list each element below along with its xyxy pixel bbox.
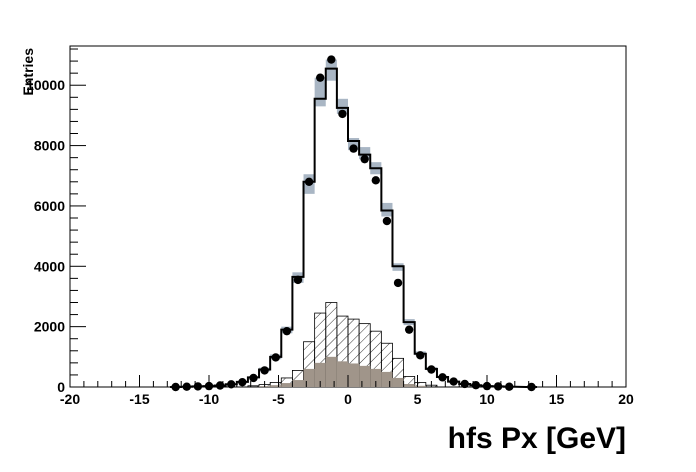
- data-point: [260, 366, 269, 375]
- data-point: [416, 351, 425, 360]
- data-point: [404, 325, 414, 334]
- x-tick-label: 20: [618, 391, 634, 407]
- uncertainty-band-rect: [314, 77, 326, 107]
- filled-component-bar: [370, 368, 382, 387]
- data-point: [282, 326, 292, 336]
- y-tick-label: 4000: [34, 258, 65, 274]
- data-point: [293, 275, 303, 285]
- filled-component-bar: [414, 385, 426, 387]
- y-tick-label: 6000: [34, 198, 65, 214]
- data-point: [193, 382, 203, 391]
- x-tick-label: 5: [414, 391, 422, 407]
- data-point: [360, 154, 369, 164]
- filled-component-bar: [336, 361, 348, 387]
- data-point: [438, 373, 447, 382]
- data-point: [505, 382, 514, 391]
- x-tick-label: -10: [199, 391, 219, 407]
- x-tick-label: -20: [60, 391, 80, 407]
- data-point: [460, 379, 469, 389]
- x-tick-label: -5: [272, 391, 285, 407]
- hatched-component-bar: [247, 385, 260, 388]
- filled-component-bar: [348, 363, 360, 387]
- data-point: [449, 377, 458, 386]
- data-point: [271, 353, 280, 362]
- data-point: [527, 382, 536, 392]
- x-tick-label: -15: [129, 391, 149, 407]
- filled-component-bar: [403, 383, 415, 387]
- data-point: [215, 381, 225, 390]
- data-point: [249, 373, 258, 383]
- uncertainty-band-rect: [348, 138, 360, 151]
- data-point: [393, 278, 403, 288]
- data-point: [471, 380, 481, 390]
- data-point: [493, 382, 503, 391]
- filled-component-bar: [314, 362, 326, 387]
- x-axis-title: hfs Px [GeV]: [448, 422, 626, 455]
- data-points-layer: [171, 55, 536, 392]
- filled-component-bar: [392, 377, 404, 387]
- filled-component-bar: [303, 368, 315, 387]
- y-tick-label: 10000: [26, 77, 65, 93]
- data-point: [327, 55, 336, 64]
- data-point: [304, 177, 314, 186]
- filled-component-bar: [281, 383, 293, 387]
- data-point: [371, 176, 380, 185]
- filled-component-bar: [325, 356, 337, 387]
- y-tick-label: 8000: [34, 138, 65, 154]
- data-point: [238, 377, 247, 387]
- data-point: [227, 380, 236, 389]
- filled-component-bar: [292, 380, 304, 387]
- x-tick-label: 0: [344, 391, 352, 407]
- x-tick-label: 15: [549, 391, 565, 407]
- data-point: [382, 216, 392, 226]
- filled-component-bar: [381, 371, 393, 387]
- filled-component-bar: [270, 385, 282, 387]
- filled-component-bar: [359, 365, 371, 387]
- data-point: [171, 382, 180, 392]
- y-tick-label: 2000: [34, 319, 65, 335]
- filled-component-layer: [259, 356, 426, 387]
- data-point: [316, 73, 325, 82]
- uncertainty-band-rect: [359, 147, 371, 160]
- x-tick-label: 10: [479, 391, 495, 407]
- y-axis-title: Entries: [20, 48, 36, 96]
- data-point: [349, 144, 358, 153]
- uncertainty-band-rect: [325, 59, 337, 81]
- data-point: [182, 382, 191, 391]
- data-point: [427, 365, 436, 374]
- data-point: [338, 109, 347, 119]
- uncertainty-band-rect: [336, 98, 348, 114]
- axes-layer: -20 -15 -10 -5 0 5 10 15 20 0 2000 4000 6000 8000 1000…: [26, 48, 634, 407]
- y-tick-label: 0: [57, 379, 65, 395]
